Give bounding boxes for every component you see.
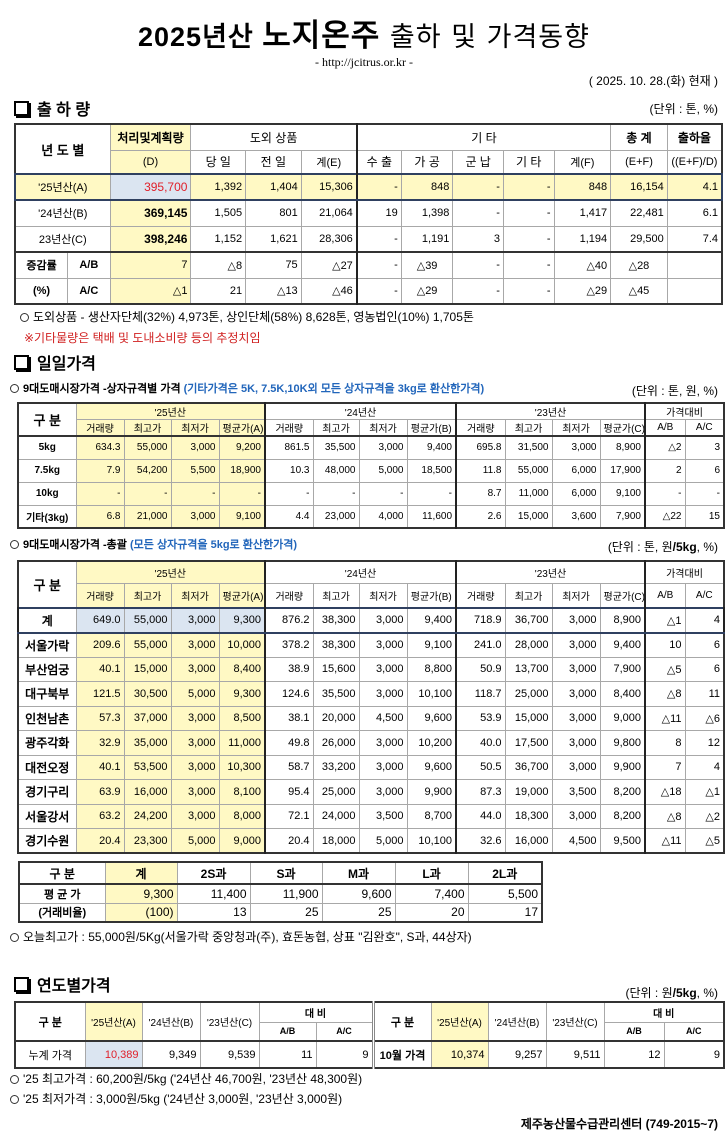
title-main: 노지온주 xyxy=(262,18,381,53)
col-other: 기 타 xyxy=(355,123,612,151)
circle-bullet-icon xyxy=(20,313,29,322)
checkbox-square-icon xyxy=(14,976,29,992)
col-military: 군 납 xyxy=(452,149,504,175)
col-plan: 처리및계획량 xyxy=(109,123,192,151)
section-label: 연도별가격 xyxy=(37,978,111,995)
section-label: 출 하 량 xyxy=(37,102,91,119)
col-process: 가 공 xyxy=(400,149,454,175)
circle-bullet-icon xyxy=(10,1095,19,1104)
col-day: 당 일 xyxy=(190,149,247,175)
daily-unit: (단위 : 톤, 원, %) xyxy=(631,384,718,398)
daily-unit-5kg: (단위 : 톤, 원/5kg, %) xyxy=(607,540,718,554)
shipment-table: 년 도 별 처리및계획량 도외 상품 기 타 총 계 출하율 (D) 당 일 전… xyxy=(13,123,723,305)
table-row: 5kg 634.3 55,000 3,000 9,200 861.5 35,500 3,000… xyxy=(17,435,725,460)
checkbox-square-icon xyxy=(14,100,29,116)
circle-bullet-icon xyxy=(10,933,19,942)
col-rate: 출하율 xyxy=(666,123,723,151)
col-sumF: 계(F) xyxy=(553,149,612,175)
col-total-sub: (E+F) xyxy=(610,149,668,175)
daily-subtitle-total: 9대도매시장가격 -총괄 (모든 상자규격을 5kg로 환산한가격) xyxy=(10,536,297,552)
table-row: 서울가락 209.6 55,000 3,000 10,000 378.2 38,300 3,0… xyxy=(17,632,725,658)
yearly-max-note: '25 최고가격 : 60,200원/5kg ('24년산 46,700원, '… xyxy=(10,1070,362,1087)
section-yearly-title: 연도별가격 xyxy=(14,972,111,996)
col-total: 총 계 xyxy=(610,123,668,151)
table-row: 기타(3kg) 6.8 21,000 3,000 9,100 4.4 23,000 4,000… xyxy=(17,504,725,529)
grade-price-table: 구 분 계 2S과 S과 M과 L과 2L과 평 균 가 9,300 11,400 11,900 9… xyxy=(18,861,543,923)
col-plan-sub: (D) xyxy=(109,149,192,175)
table-row: 평 균 가 9,300 11,400 11,900 9,600 7,400 5,500 xyxy=(18,883,543,904)
col-sumE: 계(E) xyxy=(300,149,358,175)
table-row: 인천남촌 57.3 37,000 3,000 8,500 38.1 20,000 4,500 9… xyxy=(17,705,725,731)
yearly-price-table: 구 분 '25년산(A) '24년산(B) '23년산(C) 대 비 구 분 '… xyxy=(14,1001,725,1069)
title-rest: 출하 및 가격동향 xyxy=(380,22,590,53)
table-row: '25년산(A) 395,700 1,392 1,404 15,306 - 84… xyxy=(13,173,723,201)
page-title: 2025년산 노지온주 출하 및 가격동향 xyxy=(0,10,728,55)
table-row: 7.5kg 7.9 54,200 5,500 18,900 10.3 48,000 5,000… xyxy=(17,458,725,483)
table-row: 서울강서 63.2 24,200 3,000 8,000 72.1 24,000 3,500 8… xyxy=(17,803,725,829)
table-row: 23년산(C) 398,246 1,152 1,621 28,306 - 1,1… xyxy=(14,225,723,253)
table-row: (%) A/C △1 21 △13 △46 - △29 - - △29 △45 xyxy=(14,277,723,305)
table-row: 경기구리 63.9 16,000 3,000 8,100 95.4 25,000 3,000 9… xyxy=(17,779,725,805)
section-shipment-title: 출 하 량 xyxy=(14,96,90,120)
title-prefix: 2025년산 xyxy=(138,22,263,52)
table-row: 광주각화 32.9 35,000 3,000 11,000 49.8 26,000 3,000… xyxy=(17,730,725,756)
daily-subtitle-size: 9대도매시장가격 -상자규격별 가격 (기타가격은 5K, 7.5K,10K외 … xyxy=(10,380,484,396)
size-price-table: 구 분 '25년산 '24년산 '23년산 가격대비 거래량 최고가 최저가 평… xyxy=(17,402,725,529)
col-rate-sub: ((E+F)/D) xyxy=(666,149,723,175)
table-row: 증감률 A/B 7 △8 75 △27 - △39 - - △40 △28 xyxy=(14,251,723,279)
market-price-table: 구 분 '25년산 '24년산 '23년산 가격대비 거래량 최고가 최저가 평… xyxy=(17,560,725,854)
col-prev: 전 일 xyxy=(245,149,302,175)
section-daily-title: 일일가격 xyxy=(14,350,96,374)
table-row: '24년산(B) 369,145 1,505 801 21,064 19 1,3… xyxy=(14,199,723,227)
table-row: 대전오정 40.1 53,500 3,000 10,300 58.7 33,200 3,000… xyxy=(17,754,725,780)
footer-center: 제주농산물수급관리센터 (749-2015~7) xyxy=(520,1117,718,1131)
col-export: 수 출 xyxy=(355,149,402,175)
table-row: 대구북부 121.5 30,500 5,000 9,300 124.6 35,500 3,00… xyxy=(17,681,725,707)
section-label: 일일가격 xyxy=(37,356,96,373)
table-row: 부산엄궁 40.1 15,000 3,000 8,400 38.9 15,600 3,000 8… xyxy=(17,656,725,682)
table-row: 계 649.0 55,000 3,000 9,300 876.2 38,300 3,000 9,… xyxy=(17,607,725,634)
shipment-unit: (단위 : 톤, %) xyxy=(649,102,718,116)
col-etc: 기 타 xyxy=(502,149,555,175)
table-row: 경기수원 20.4 23,300 5,000 9,000 20.4 18,000 5,000 1… xyxy=(17,828,725,854)
circle-bullet-icon xyxy=(10,540,19,549)
today-max-note: 오늘최고가 : 55,000원/5Kg(서울가락 중앙청과(주), 효돈농협, … xyxy=(10,928,472,945)
checkbox-square-icon xyxy=(14,354,29,370)
shipment-note-estimate: ※기타물량은 택배 및 도내소비량 등의 추정치임 xyxy=(24,331,261,345)
table-row: (거래비율) (100) 13 25 25 20 17 xyxy=(18,902,543,923)
circle-bullet-icon xyxy=(10,384,19,393)
yearly-min-note: '25 최저가격 : 3,000원/5kg ('24년산 3,000원, '23… xyxy=(10,1090,342,1107)
table-row: 10kg - - - - - - - -8.7 11,000 6,000 9,100- - xyxy=(17,481,725,506)
table-row: 누계 가격 10,389 9,349 9,539 11 9 10월 가격 10,… xyxy=(14,1040,725,1069)
site-url[interactable]: - http://jcitrus.or.kr - xyxy=(315,55,413,69)
shipment-note: 도외상품 - 생산자단체(32%) 4,973톤, 상인단체(58%) 8,62… xyxy=(20,308,474,325)
circle-bullet-icon xyxy=(10,1075,19,1084)
yearly-unit: (단위 : 원/5kg, %) xyxy=(625,986,718,1000)
as-of-date: ( 2025. 10. 28.(화) 현재 ) xyxy=(588,74,718,88)
col-year: 년 도 별 xyxy=(14,123,111,175)
col-outside: 도외 상품 xyxy=(190,123,358,151)
